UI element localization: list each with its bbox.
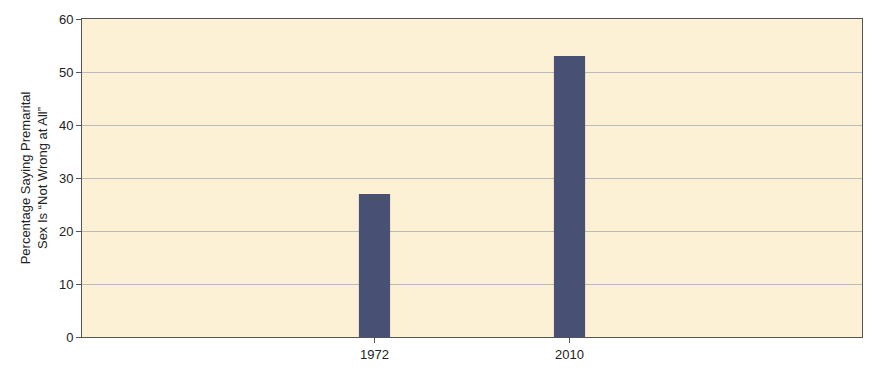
svg-text:2010: 2010 <box>555 347 584 362</box>
svg-text:0: 0 <box>66 330 73 345</box>
svg-text:Percentage Saying PremaritalSe: Percentage Saying PremaritalSex Is “Not … <box>18 92 50 265</box>
svg-text:60: 60 <box>59 12 73 27</box>
svg-text:40: 40 <box>59 118 73 133</box>
svg-text:1972: 1972 <box>360 347 389 362</box>
svg-text:30: 30 <box>59 171 73 186</box>
svg-text:20: 20 <box>59 224 73 239</box>
svg-text:10: 10 <box>59 277 73 292</box>
svg-text:50: 50 <box>59 65 73 80</box>
